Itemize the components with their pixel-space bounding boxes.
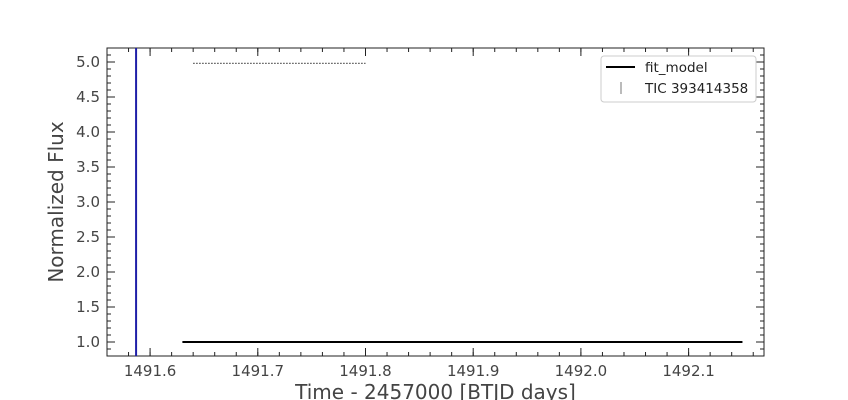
y-tick-label: 3.5 [76, 158, 100, 176]
x-ticks: 1491.6 1491.7 1491.8 1491.9 1492.0 1492.1 [106, 48, 754, 380]
x-axis-label: Time - 2457000 [BTJD days] [294, 380, 576, 400]
legend-box [600, 55, 757, 103]
series [135, 48, 743, 356]
y-tick-label: 2.5 [76, 228, 100, 246]
x-tick-label: 1492.0 [555, 362, 608, 380]
y-tick-label: 4.0 [76, 123, 100, 141]
y-tick-label: 4.5 [76, 88, 100, 106]
y-tick-label: 2.0 [76, 263, 100, 281]
legend-label-fit-model: fit_model [645, 60, 708, 76]
x-tick-label: 1491.6 [124, 362, 177, 380]
y-tick-label: 5.0 [76, 53, 100, 71]
legend: fit_model TIC 393414358 [600, 55, 757, 103]
y-axis-label: Normalized Flux [44, 121, 68, 283]
y-tick-label: 1.0 [76, 333, 100, 351]
x-tick-label: 1492.1 [662, 362, 715, 380]
x-tick-label: 1491.8 [339, 362, 392, 380]
y-tick-label: 3.0 [76, 193, 100, 211]
y-tick-label: 1.5 [76, 298, 100, 316]
x-tick-label: 1491.9 [447, 362, 500, 380]
y-ticks: 1.0 1.5 2.0 2.5 3.0 3.5 4.0 4.5 5.0 [76, 53, 764, 351]
x-tick-label: 1491.7 [232, 362, 285, 380]
legend-label-tic: TIC 393414358 [644, 81, 748, 97]
